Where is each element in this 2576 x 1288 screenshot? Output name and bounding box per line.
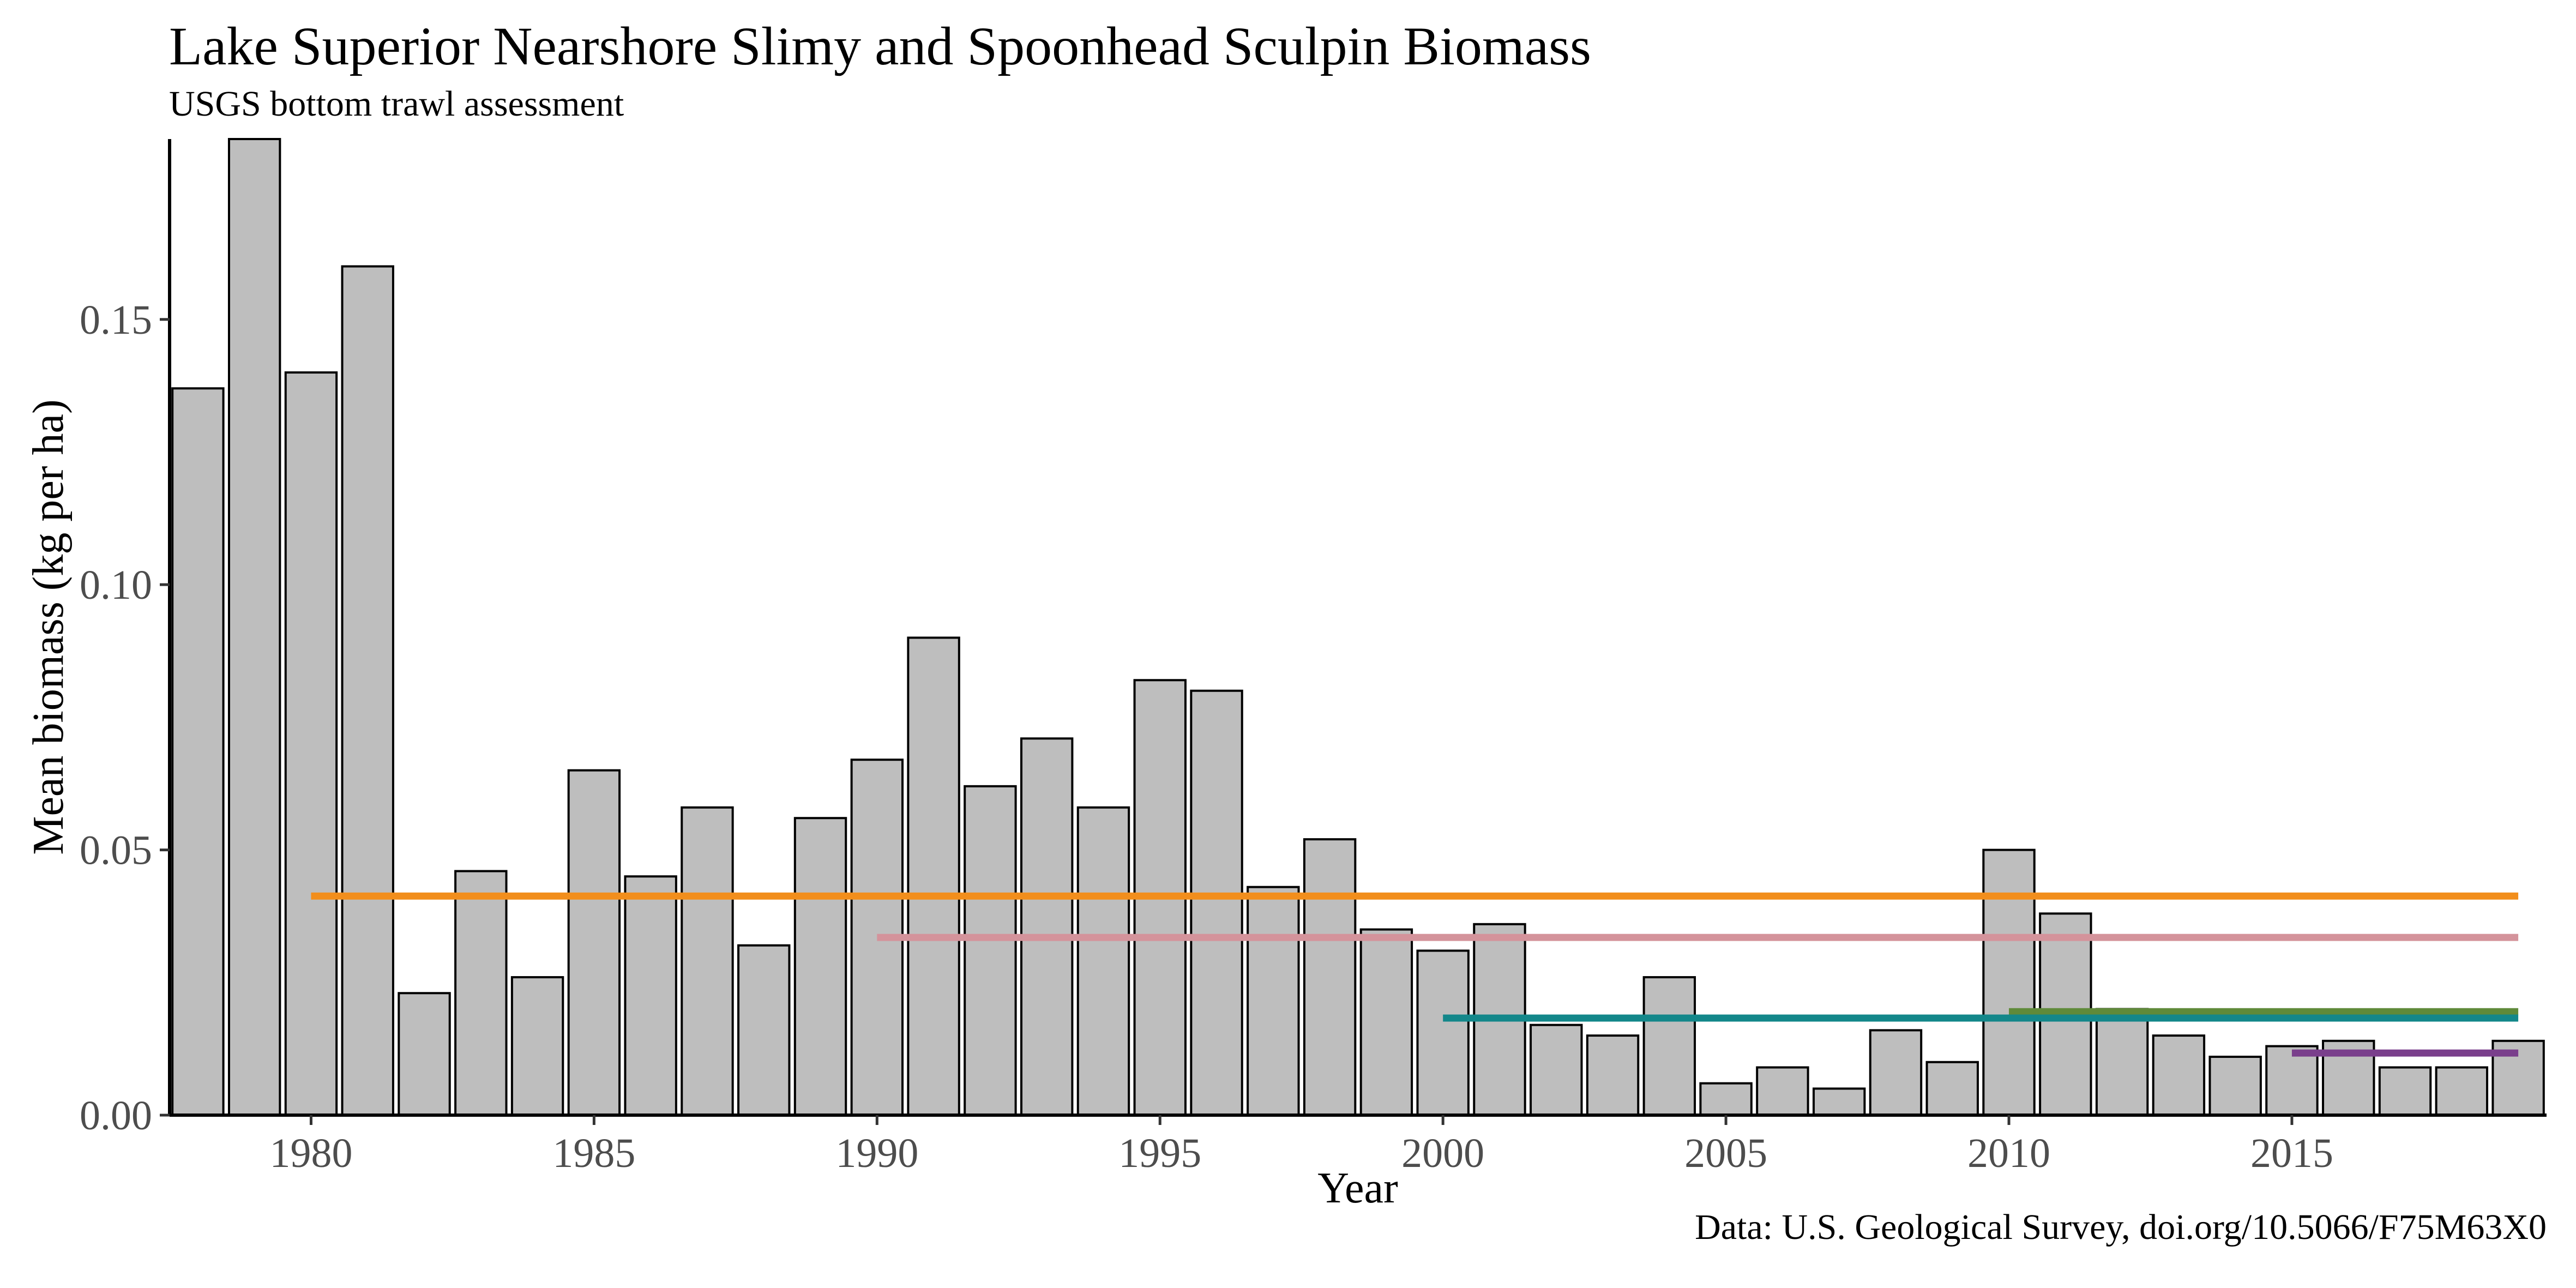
- chart-subtitle: USGS bottom trawl assessment: [169, 84, 624, 124]
- bars-layer: [171, 138, 2545, 1117]
- y-tick-label-0.15: 0.15: [80, 297, 152, 343]
- y-axis-title: Mean biomass (kg per ha): [25, 399, 73, 854]
- x-tick-label-2010: 2010: [1967, 1130, 2050, 1176]
- bar-1993: [1020, 737, 1074, 1116]
- bar-2004: [1642, 976, 1696, 1116]
- bar-1991: [907, 636, 960, 1116]
- bar-2002: [1530, 1024, 1583, 1116]
- x-axis-title: Year: [1317, 1164, 1398, 1212]
- bar-1999: [1359, 928, 1413, 1116]
- bar-1982: [398, 992, 451, 1116]
- chart-title: Lake Superior Nearshore Slimy and Spoonh…: [169, 16, 1591, 76]
- bar-1992: [964, 785, 1017, 1116]
- bar-1985: [567, 769, 621, 1117]
- x-ticks-layer: 1980 1985 1990 1995 2000 2005 2010 2015: [269, 1115, 2333, 1176]
- bar-2013: [2152, 1034, 2206, 1116]
- bar-2014: [2208, 1055, 2262, 1117]
- bar-1986: [624, 875, 677, 1116]
- data-source-caption: Data: U.S. Geological Survey, doi.org/10…: [1695, 1207, 2547, 1247]
- bar-2010: [1982, 848, 2036, 1116]
- bar-2008: [1869, 1029, 1923, 1116]
- x-tick-label-1980: 1980: [269, 1130, 352, 1176]
- bar-1980: [284, 371, 338, 1116]
- x-tick-label-1995: 1995: [1118, 1130, 1201, 1176]
- bar-2018: [2435, 1066, 2489, 1117]
- bar-1988: [737, 944, 791, 1117]
- bar-1997: [1247, 886, 1300, 1117]
- reference-lines-layer: [311, 892, 2519, 1057]
- axes-layer: [168, 139, 2547, 1117]
- x-tick-label-2000: 2000: [1401, 1130, 1484, 1176]
- bar-1987: [681, 806, 734, 1116]
- bar-1998: [1303, 838, 1357, 1117]
- bar-1978: [171, 387, 225, 1116]
- x-tick-label-1985: 1985: [552, 1130, 635, 1176]
- x-tick-label-1990: 1990: [835, 1130, 918, 1176]
- bar-1994: [1076, 806, 1130, 1116]
- y-tick-label-0.00: 0.00: [80, 1093, 152, 1139]
- y-tick-label-0.05: 0.05: [80, 828, 152, 874]
- bar-2012: [2095, 1008, 2149, 1117]
- bar-1979: [227, 138, 281, 1116]
- bar-1981: [341, 265, 394, 1116]
- bar-2009: [1925, 1061, 1979, 1117]
- x-tick-label-2015: 2015: [2250, 1130, 2333, 1176]
- y-ticks-layer: 0.00 0.05 0.10 0.15: [80, 297, 170, 1139]
- bar-1989: [793, 817, 847, 1116]
- bar-2006: [1756, 1066, 1809, 1117]
- y-tick-label-0.10: 0.10: [80, 562, 152, 608]
- bar-2000: [1416, 949, 1470, 1117]
- bar-2007: [1812, 1087, 1866, 1116]
- bar-2003: [1586, 1034, 1640, 1116]
- bar-2017: [2378, 1066, 2432, 1117]
- bar-2015: [2265, 1045, 2319, 1116]
- bar-1983: [454, 870, 508, 1116]
- bar-1996: [1190, 689, 1243, 1116]
- bar-1984: [510, 976, 564, 1116]
- x-tick-label-2005: 2005: [1684, 1130, 1767, 1176]
- bar-2005: [1699, 1082, 1753, 1117]
